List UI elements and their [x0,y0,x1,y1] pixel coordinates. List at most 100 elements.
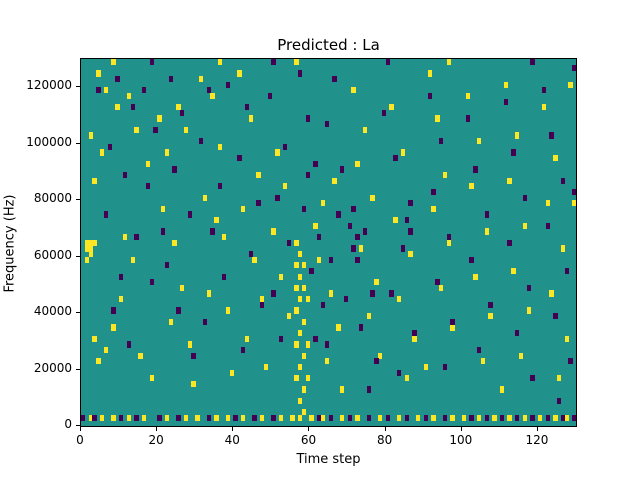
heatmap-cell [564,335,569,342]
heatmap-cell [202,194,208,201]
heatmap-cell [408,250,413,258]
heatmap-cell [374,358,379,365]
heatmap-cell [183,126,189,133]
heatmap-cell [328,414,333,421]
y-tick-label: 100000 [26,134,72,149]
heatmap-cell [252,414,257,421]
heatmap-cell [370,290,375,297]
heatmap-cell [275,149,280,156]
heatmap-cell [378,414,383,421]
heatmap-cell [149,375,154,382]
x-tick-mark [460,427,462,431]
heatmap-cell [503,81,509,88]
heatmap-cell [244,335,250,342]
x-tick-mark [156,427,158,431]
heatmap-cell [400,149,406,156]
heatmap-cell [484,414,490,421]
heatmap-cell [271,59,276,66]
heatmap-cell [320,301,326,309]
heatmap-cell [503,98,509,105]
heatmap-cell [244,104,250,111]
heatmap-cell [206,290,212,297]
x-tick-mark [232,427,234,431]
heatmap-cell [446,239,451,246]
heatmap-cell [237,70,242,77]
heatmap-cell [294,59,299,66]
heatmap-cell [328,290,333,297]
heatmap-cell [240,414,246,421]
x-axis-label: Time step [296,452,361,467]
heatmap-cell [305,296,311,303]
heatmap-cell [404,375,410,382]
heatmap-cell [465,115,470,122]
heatmap-cell [397,369,402,376]
heatmap-cell [221,273,227,280]
heatmap-cell [473,166,478,173]
heatmap-cell [191,380,196,388]
heatmap-cell [256,171,261,179]
heatmap-cell [324,341,330,348]
heatmap-cell [267,92,272,100]
heatmap-cell [84,256,90,263]
heatmap-cell [172,166,177,173]
heatmap-cell [499,386,505,393]
heatmap-cell [153,126,158,133]
heatmap-cell [423,414,429,421]
heatmap-cell [393,154,398,162]
heatmap-cell [214,217,219,224]
heatmap-cell [336,211,341,218]
heatmap-cell [149,279,154,286]
heatmap-cell [477,138,482,145]
heatmap-cell [218,183,223,190]
heatmap-cell [111,307,116,314]
heatmap-cell [134,126,139,133]
heatmap-cell [317,256,322,263]
heatmap-cell [515,414,520,421]
x-tick-mark [536,427,538,431]
heatmap-cell [164,414,170,421]
heatmap-cell [298,363,303,371]
heatmap-cell [92,414,97,421]
heatmap-cell [317,414,322,421]
heatmap-cell [195,414,200,421]
heatmap-cell [556,375,562,382]
heatmap-cell [298,330,303,337]
heatmap-cell [199,75,204,83]
heatmap-cell [393,217,398,224]
heatmap-cell [442,414,448,421]
heatmap-cell [103,211,109,218]
heatmap-cell [351,245,356,252]
heatmap-cell [290,414,295,421]
heatmap-cell [358,324,364,331]
heatmap-cell [530,59,535,66]
heatmap-cell [446,234,451,241]
heatmap-cell [256,200,261,207]
heatmap-cell [572,414,576,421]
y-tick-mark [76,142,80,144]
heatmap-cell [301,205,307,213]
heatmap-cell [507,414,512,421]
heatmap-cell [317,234,322,241]
heatmap-cell [397,414,402,421]
heatmap-cell [225,81,231,88]
heatmap-cell [210,92,215,100]
heatmap-cell [446,59,451,66]
heatmap-cell [313,222,318,229]
heatmap-cell [404,414,410,421]
heatmap-cell [301,262,307,269]
heatmap-cell [515,132,520,139]
heatmap-cell [309,267,314,275]
heatmap-cell [328,256,333,263]
heatmap-cell [88,239,94,246]
heatmap-cell [442,171,448,179]
heatmap-cell [187,211,193,218]
heatmap-cell [442,363,448,371]
heatmap-cell [126,341,132,348]
heatmap-cell [522,222,528,229]
heatmap-cell [309,414,314,421]
heatmap-cell [450,318,455,325]
heatmap-cell [301,284,307,292]
heatmap-cell [221,234,227,241]
heatmap-cell [556,397,562,404]
